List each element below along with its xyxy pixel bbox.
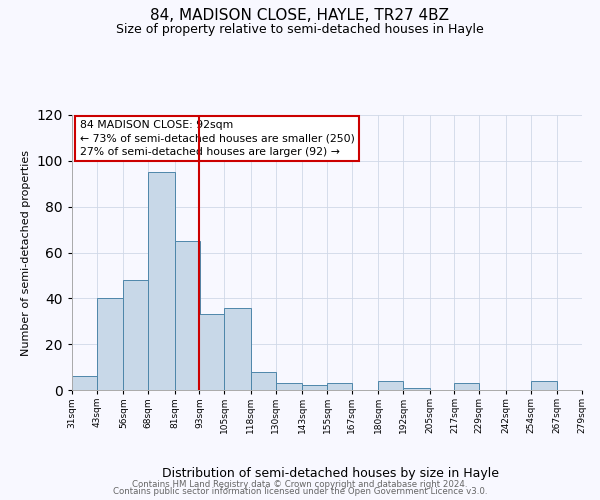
Text: Distribution of semi-detached houses by size in Hayle: Distribution of semi-detached houses by … [161, 467, 499, 480]
Bar [455, 383, 479, 390]
Bar [327, 383, 352, 390]
Bar [199, 314, 224, 390]
Bar [97, 298, 124, 390]
Bar [403, 388, 430, 390]
Bar [148, 172, 175, 390]
Y-axis label: Number of semi-detached properties: Number of semi-detached properties [21, 150, 31, 356]
Bar [530, 381, 557, 390]
Bar [124, 280, 148, 390]
Text: 84, MADISON CLOSE, HAYLE, TR27 4BZ: 84, MADISON CLOSE, HAYLE, TR27 4BZ [151, 8, 449, 22]
Bar [302, 386, 327, 390]
Bar [251, 372, 275, 390]
Bar [275, 383, 302, 390]
Bar [72, 376, 97, 390]
Text: Contains HM Land Registry data © Crown copyright and database right 2024.: Contains HM Land Registry data © Crown c… [132, 480, 468, 489]
Bar [582, 386, 600, 390]
Text: Contains public sector information licensed under the Open Government Licence v3: Contains public sector information licen… [113, 488, 487, 496]
Bar [379, 381, 403, 390]
Bar [224, 308, 251, 390]
Bar [175, 241, 199, 390]
Text: Size of property relative to semi-detached houses in Hayle: Size of property relative to semi-detach… [116, 22, 484, 36]
Text: 84 MADISON CLOSE: 92sqm
← 73% of semi-detached houses are smaller (250)
27% of s: 84 MADISON CLOSE: 92sqm ← 73% of semi-de… [80, 120, 355, 157]
